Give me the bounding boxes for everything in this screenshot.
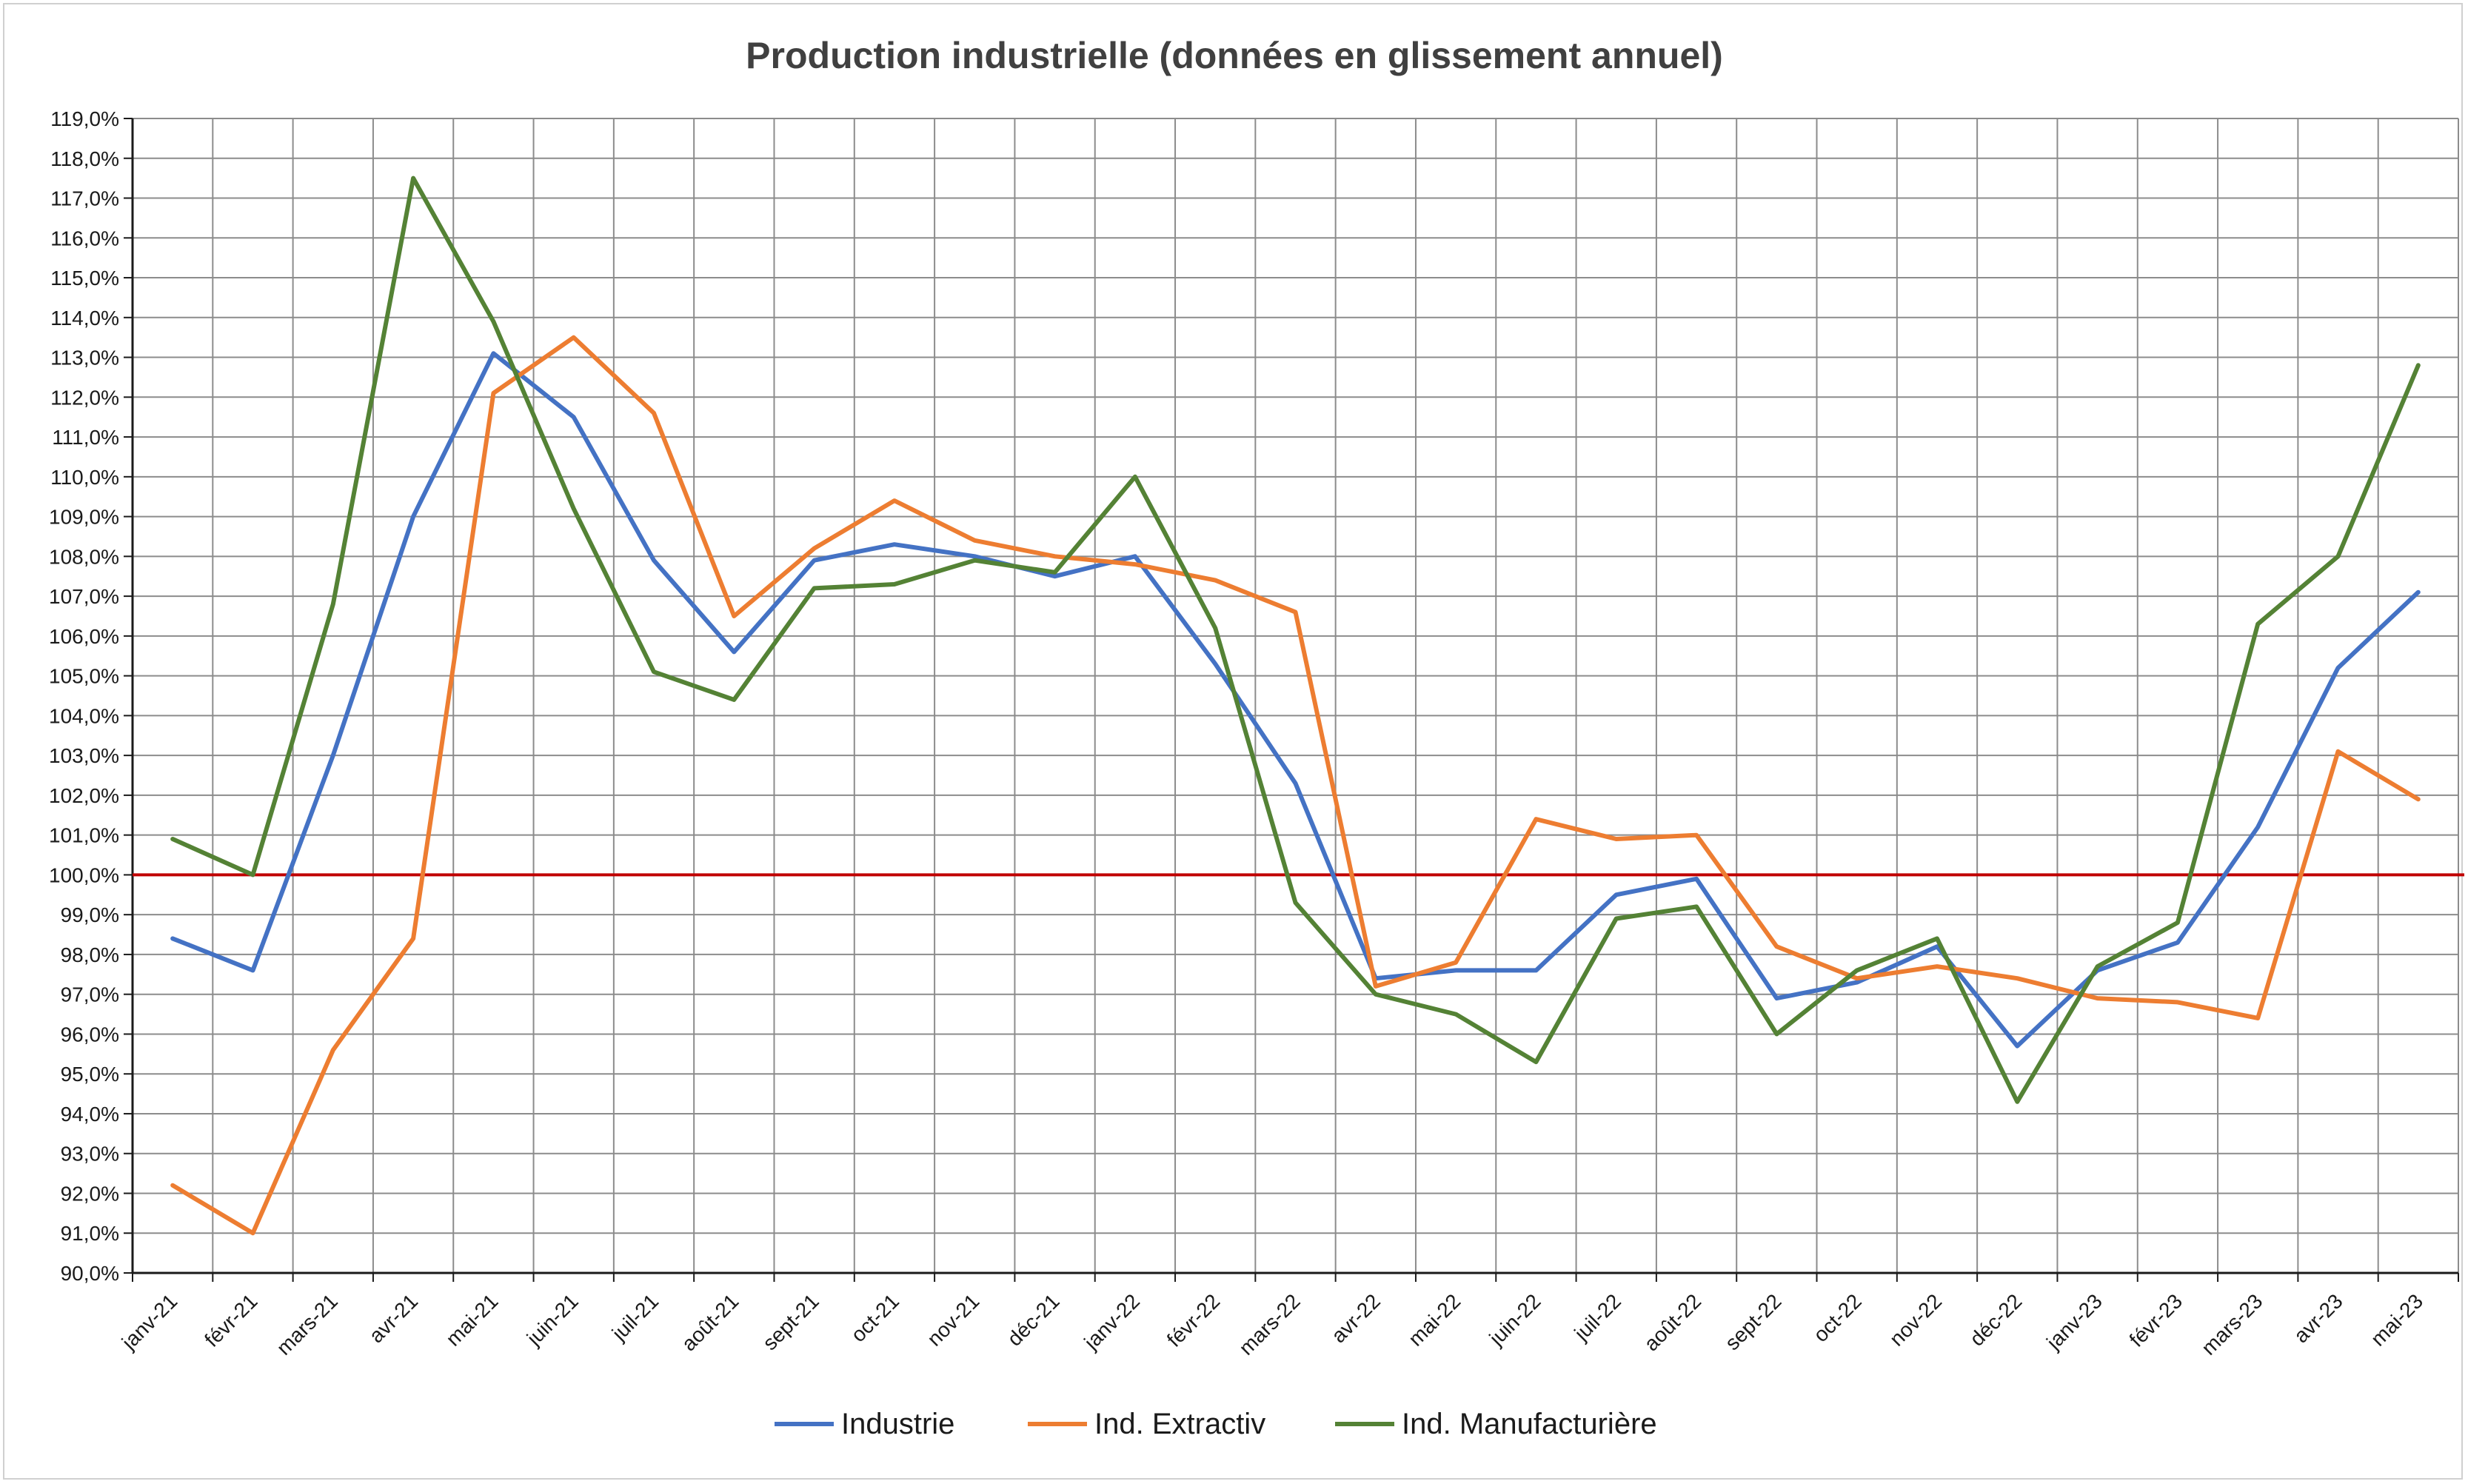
y-tick-label: 97,0% <box>61 983 119 1006</box>
x-tick-label: juin-22 <box>1485 1289 1545 1350</box>
y-tick-label: 100,0% <box>49 863 119 886</box>
x-tick-label: janv-22 <box>1080 1289 1145 1354</box>
y-tick-label: 111,0% <box>52 426 119 449</box>
x-tick-label: août-22 <box>1639 1289 1705 1355</box>
x-tick-label: avr-22 <box>1327 1289 1385 1347</box>
y-tick-label: 107,0% <box>49 585 119 608</box>
y-tick-label: 115,0% <box>50 267 119 290</box>
line-chart: Production industrielle (données en glis… <box>49 35 2464 1440</box>
x-tick-label: sept-21 <box>758 1289 823 1354</box>
x-tick-label: mai-22 <box>1404 1289 1465 1350</box>
x-tick-label: mars-21 <box>272 1289 342 1360</box>
y-tick-label: 105,0% <box>49 665 119 688</box>
x-tick-label: mars-22 <box>1234 1289 1305 1360</box>
y-tick-label: 96,0% <box>61 1023 119 1046</box>
x-tick-label: févr-21 <box>200 1289 262 1351</box>
y-tick-label: 99,0% <box>61 903 119 926</box>
x-tick-label: avr-23 <box>2290 1289 2347 1347</box>
x-tick-label: févr-22 <box>1163 1289 1225 1351</box>
legend-label-2: Ind. Extractiv <box>1094 1408 1265 1440</box>
y-tick-label: 119,0% <box>50 107 119 130</box>
series-line-3 <box>170 176 2421 1104</box>
x-tick-label: déc-21 <box>1003 1289 1063 1350</box>
y-tick-label: 108,0% <box>49 545 119 568</box>
y-axis-ticks: 90,0% 91,0% 92,0% 93,0% 94,0% 95,0% 96,0% 97,0%… <box>49 107 119 1285</box>
y-tick-label: 113,0% <box>50 347 119 370</box>
x-tick-label: janv-23 <box>2041 1289 2107 1354</box>
y-tick-label: 109,0% <box>49 506 119 529</box>
y-tick-label: 98,0% <box>61 943 119 966</box>
y-tick-label: 110,0% <box>50 466 119 489</box>
series-line-1 <box>170 351 2421 1049</box>
y-tick-label: 118,0% <box>50 147 119 170</box>
x-tick-label: avr-21 <box>364 1289 422 1347</box>
x-tick-label: nov-21 <box>923 1289 983 1350</box>
axes <box>124 118 2459 1282</box>
x-tick-label: juil-22 <box>1570 1289 1625 1345</box>
x-tick-label: oct-21 <box>846 1289 903 1346</box>
y-tick-label: 91,0% <box>61 1222 119 1245</box>
legend-label-1: Industrie <box>841 1408 954 1440</box>
y-tick-label: 92,0% <box>61 1182 119 1205</box>
y-tick-label: 94,0% <box>61 1103 119 1126</box>
y-tick-label: 106,0% <box>49 625 119 648</box>
y-tick-label: 93,0% <box>61 1143 119 1166</box>
x-axis-ticks: janv-21 févr-21 mars-21 avr-21 mai-21 juin-21… <box>117 1289 2427 1360</box>
chart-title: Production industrielle (données en glis… <box>746 35 1723 76</box>
x-tick-label: mai-21 <box>441 1289 502 1350</box>
y-tick-label: 114,0% <box>50 307 119 330</box>
y-tick-label: 102,0% <box>49 784 119 807</box>
x-tick-label: oct-22 <box>1809 1289 1866 1346</box>
x-tick-label: juin-21 <box>522 1289 583 1350</box>
series-line-2 <box>170 335 2421 1236</box>
legend: Industrie Ind. Extractiv Ind. Manufacturiè… <box>775 1408 1657 1440</box>
series-lines <box>170 176 2421 1236</box>
x-tick-label: sept-22 <box>1721 1289 1786 1354</box>
x-tick-label: févr-23 <box>2125 1289 2187 1351</box>
x-tick-label: juil-21 <box>607 1289 663 1345</box>
chart-frame: Production industrielle (données en glis… <box>3 3 2464 1480</box>
y-tick-label: 117,0% <box>50 187 119 210</box>
x-tick-label: nov-22 <box>1885 1289 1946 1350</box>
x-tick-label: mai-23 <box>2367 1289 2427 1350</box>
x-tick-label: janv-21 <box>117 1289 182 1354</box>
y-tick-label: 95,0% <box>61 1063 119 1086</box>
y-tick-label: 103,0% <box>49 744 119 767</box>
grid <box>132 118 2459 1274</box>
y-tick-label: 90,0% <box>61 1262 119 1285</box>
y-tick-label: 101,0% <box>49 824 119 847</box>
x-tick-label: août-21 <box>677 1289 743 1355</box>
x-tick-label: mars-23 <box>2197 1289 2267 1360</box>
x-tick-label: déc-22 <box>1965 1289 2026 1350</box>
y-tick-label: 104,0% <box>49 704 119 727</box>
y-tick-label: 112,0% <box>50 386 119 409</box>
y-tick-label: 116,0% <box>50 227 119 250</box>
legend-label-3: Ind. Manufacturière <box>1402 1408 1657 1440</box>
